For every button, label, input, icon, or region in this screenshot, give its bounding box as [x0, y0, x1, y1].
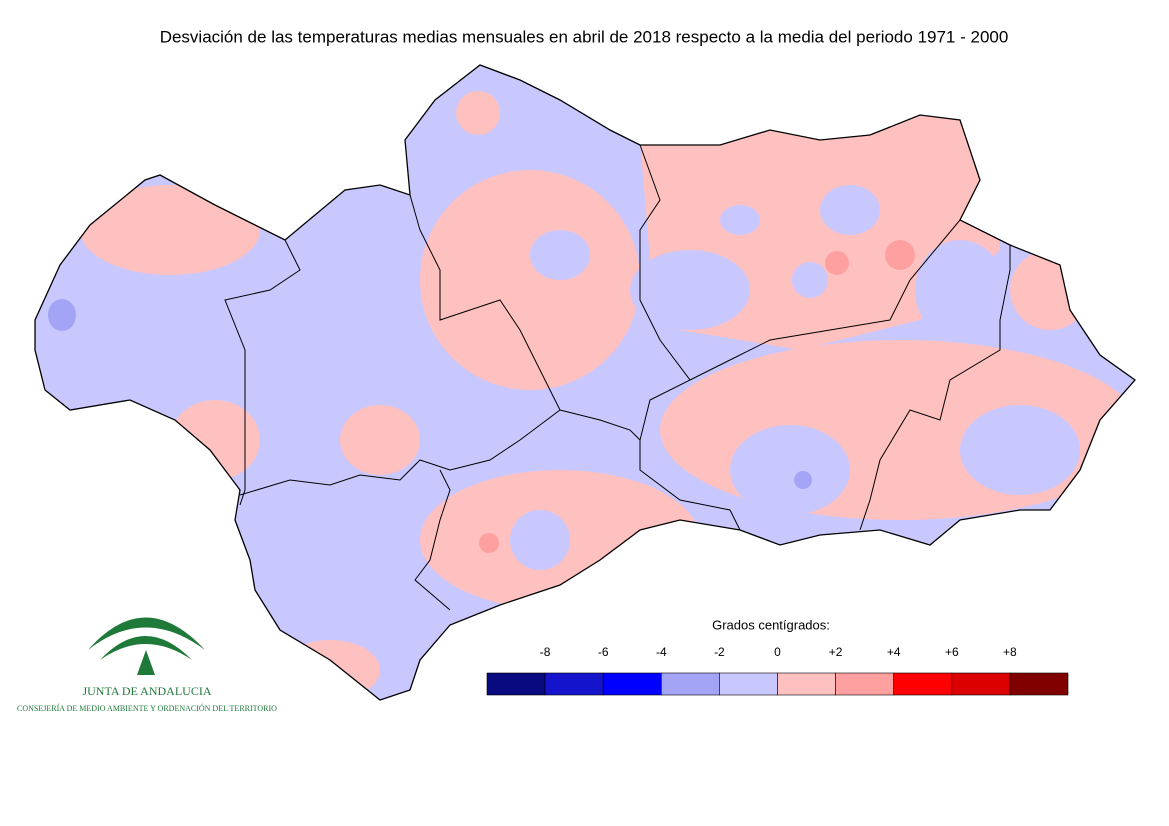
logo-subtitle: CONSEJERÍA DE MEDIO AMBIENTE Y ORDENACIÓ… — [17, 703, 277, 713]
legend-swatch — [544, 672, 604, 696]
legend-label: 0 — [774, 645, 781, 659]
legend-title: Grados centígrados: — [712, 617, 830, 632]
map-title: Desviación de las temperaturas medias me… — [160, 27, 1009, 46]
legend-swatch — [893, 672, 953, 696]
legend-swatch — [602, 672, 662, 696]
legend-swatch — [835, 672, 894, 696]
legend-swatch — [660, 672, 720, 696]
legend: -8 -6 -4 -2 0 +2 +4 +6 +8 — [486, 645, 1069, 696]
legend-label: +8 — [1003, 645, 1017, 659]
legend-swatch — [486, 672, 546, 696]
region-outline — [34, 64, 1136, 701]
legend-label: +4 — [887, 645, 901, 659]
legend-label: +2 — [829, 645, 843, 659]
legend-swatch — [1009, 672, 1069, 696]
legend-label: -2 — [714, 645, 725, 659]
legend-swatch — [951, 672, 1011, 696]
logo: JUNTA DE ANDALUCIA CONSEJERÍA DE MEDIO A… — [17, 617, 277, 713]
logo-name: JUNTA DE ANDALUCIA — [82, 684, 211, 698]
province-borders — [224, 144, 1011, 611]
legend-label: -4 — [656, 645, 667, 659]
legend-swatch — [777, 672, 836, 696]
legend-label: +6 — [945, 645, 959, 659]
legend-swatch — [719, 672, 778, 696]
legend-label: -6 — [598, 645, 609, 659]
legend-label: -8 — [540, 645, 551, 659]
